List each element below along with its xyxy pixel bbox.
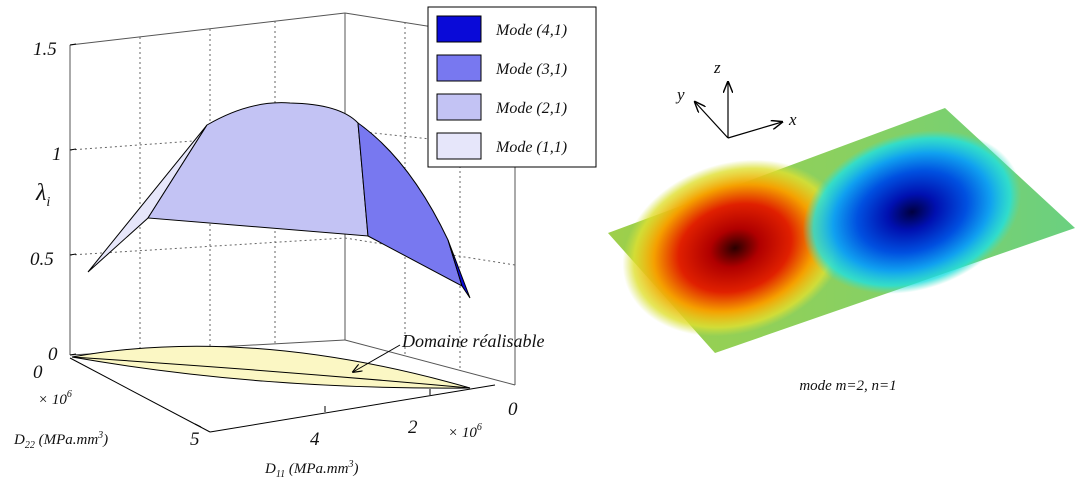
d22-tick-5: 5 [190,429,200,450]
x-axis-arrow [727,122,782,139]
z-tick-0: 0 [48,344,58,365]
d22-tick-0: 0 [33,362,43,383]
feasible-domain-edge [71,356,471,389]
mode-2-1-surface [147,102,369,237]
d11-tick-0: 0 [508,399,518,420]
legend-swatch-mode-2-1 [436,93,482,121]
mode-surfaces [87,102,471,299]
mode-4-1-surface [447,239,471,299]
y-axis-label: y [675,85,685,104]
x-axis-label: x [788,110,797,129]
mode-shape-plot: z x y mode m=2, n=1 [608,58,1075,394]
legend-label-mode-3-1: Mode (3,1) [495,61,567,78]
annotation-arrow [353,344,401,372]
eigenvalue-plot: 1.5 1 0.5 0 λi 0 5 × 106 D22 (MPa.mm3) 4… [13,6,597,480]
y-axis-arrow [695,102,729,139]
positive-lobe [622,159,848,337]
d11-axis-label: D11 (MPa.mm3) [264,459,358,480]
legend-label-mode-1-1: Mode (1,1) [495,139,567,156]
z-tick-1-5: 1.5 [33,39,57,60]
d22-multiplier: × 106 [38,389,72,408]
z-tick-1: 1 [52,144,62,165]
feasible-domain-annotation: Domaine réalisable [401,331,544,351]
d11-tick-2: 2 [408,417,418,438]
d22-axis-label: D22 (MPa.mm3) [13,430,108,451]
legend-label-mode-4-1: Mode (4,1) [495,22,567,39]
z-axis-label: λi [35,180,50,210]
d11-multiplier: × 106 [448,422,482,441]
axis-ticks [69,43,431,428]
legend-swatch-mode-3-1 [436,54,482,82]
legend-label-mode-2-1: Mode (2,1) [495,100,567,117]
feasible-domain-region [71,345,471,389]
mode-caption: mode m=2, n=1 [799,378,896,394]
axes-triad [695,82,782,139]
legend-swatch-mode-4-1 [436,15,482,43]
legend-swatch-mode-1-1 [436,132,482,160]
legend: Mode (4,1) Mode (3,1) Mode (2,1) Mode (1… [427,6,597,168]
d11-tick-4: 4 [310,429,320,450]
z-axis-label: z [713,58,721,77]
front-frame [69,357,496,433]
z-tick-0-5: 0.5 [30,249,54,270]
negative-lobe [802,130,1022,294]
